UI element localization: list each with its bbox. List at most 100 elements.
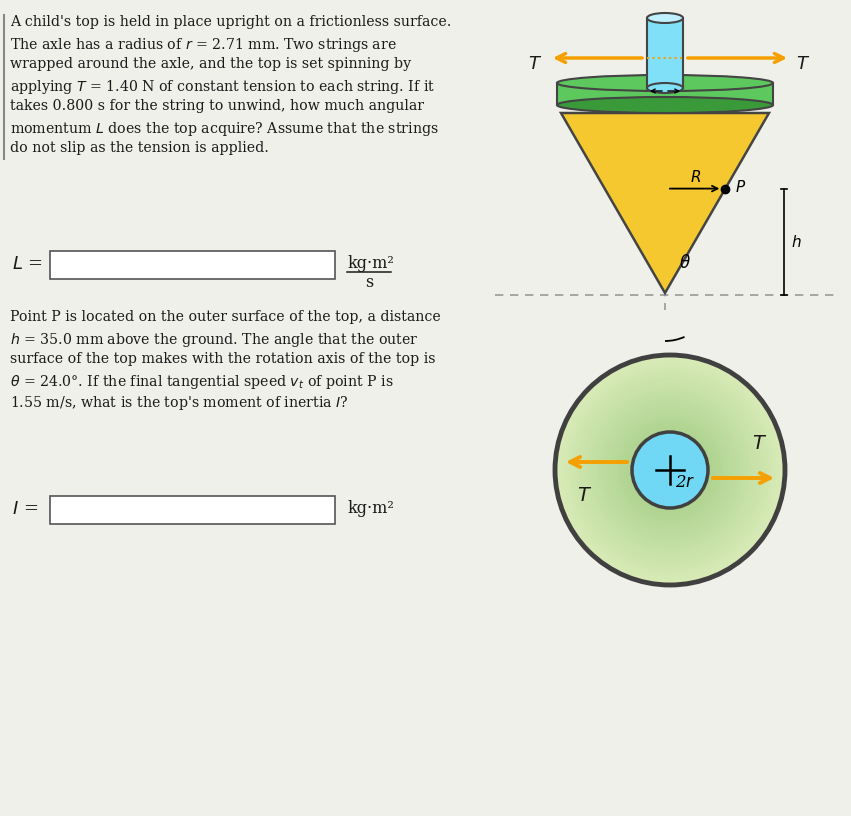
Circle shape	[591, 391, 749, 549]
Circle shape	[623, 423, 717, 517]
Circle shape	[586, 387, 753, 553]
Circle shape	[632, 432, 707, 508]
Circle shape	[667, 467, 673, 473]
Circle shape	[603, 403, 737, 537]
Circle shape	[594, 394, 745, 546]
Circle shape	[629, 428, 711, 512]
Text: wrapped around the axle, and the top is set spinning by: wrapped around the axle, and the top is …	[10, 57, 411, 71]
Circle shape	[574, 374, 766, 566]
Circle shape	[606, 406, 734, 534]
Text: 2$r$: 2$r$	[675, 474, 695, 491]
Circle shape	[621, 421, 719, 519]
Circle shape	[554, 354, 786, 586]
Bar	[50, 496, 335, 524]
Text: $T$: $T$	[528, 55, 542, 73]
Circle shape	[600, 400, 740, 540]
Text: The axle has a radius of $r$ = 2.71 mm. Two strings are: The axle has a radius of $r$ = 2.71 mm. …	[10, 36, 397, 54]
Text: kg·m²: kg·m²	[347, 255, 394, 272]
Circle shape	[588, 388, 751, 552]
Bar	[50, 251, 335, 279]
Ellipse shape	[647, 83, 683, 93]
Text: $h$: $h$	[791, 234, 802, 250]
Text: applying $T$ = 1.40 N of constant tension to each string. If it: applying $T$ = 1.40 N of constant tensio…	[10, 78, 436, 96]
Circle shape	[661, 461, 678, 479]
Circle shape	[654, 455, 686, 486]
Circle shape	[663, 463, 677, 477]
Text: $h$ = 35.0 mm above the ground. The angle that the outer: $h$ = 35.0 mm above the ground. The angl…	[10, 331, 419, 349]
Circle shape	[624, 424, 716, 516]
Circle shape	[563, 364, 776, 576]
Text: A child's top is held in place upright on a frictionless surface.: A child's top is held in place upright o…	[10, 15, 451, 29]
Circle shape	[583, 383, 757, 557]
Circle shape	[634, 434, 705, 506]
Circle shape	[615, 415, 724, 525]
Circle shape	[637, 437, 703, 503]
Circle shape	[585, 385, 755, 555]
Text: momentum $L$ does the top acquire? Assume that the strings: momentum $L$ does the top acquire? Assum…	[10, 120, 439, 138]
Text: surface of the top makes with the rotation axis of the top is: surface of the top makes with the rotati…	[10, 352, 436, 366]
Circle shape	[560, 360, 780, 580]
Circle shape	[611, 411, 728, 529]
Circle shape	[657, 457, 683, 482]
Circle shape	[630, 430, 711, 510]
Circle shape	[584, 384, 757, 557]
Text: $T$: $T$	[752, 435, 768, 453]
Circle shape	[601, 401, 739, 539]
Circle shape	[577, 377, 763, 563]
Circle shape	[627, 427, 713, 513]
Circle shape	[665, 464, 676, 476]
Circle shape	[572, 372, 768, 568]
Circle shape	[648, 449, 691, 491]
Text: 2$r$: 2$r$	[656, 103, 674, 118]
Circle shape	[644, 444, 696, 496]
Text: $T$: $T$	[796, 55, 810, 73]
Circle shape	[578, 378, 762, 562]
Circle shape	[558, 358, 782, 582]
Circle shape	[607, 406, 734, 533]
Text: kg·m²: kg·m²	[347, 500, 394, 517]
Text: $L$ =: $L$ =	[12, 255, 43, 273]
Circle shape	[625, 426, 714, 514]
Ellipse shape	[557, 75, 773, 91]
Circle shape	[660, 460, 680, 480]
Bar	[647, 18, 683, 88]
Text: 1.55 m/s, what is the top's moment of inertia $I$?: 1.55 m/s, what is the top's moment of in…	[10, 394, 349, 412]
Circle shape	[569, 370, 771, 570]
Circle shape	[597, 397, 743, 543]
Circle shape	[646, 446, 694, 494]
Circle shape	[565, 366, 774, 574]
Circle shape	[568, 368, 772, 572]
Circle shape	[567, 366, 774, 574]
Text: $T$: $T$	[578, 487, 592, 505]
Circle shape	[592, 392, 748, 548]
Circle shape	[659, 459, 682, 481]
Circle shape	[608, 409, 732, 531]
Text: s: s	[365, 274, 373, 291]
Circle shape	[604, 404, 736, 536]
Circle shape	[598, 398, 742, 542]
Circle shape	[632, 432, 708, 508]
Circle shape	[636, 436, 705, 504]
Circle shape	[642, 441, 699, 499]
Circle shape	[561, 361, 780, 579]
Circle shape	[617, 417, 722, 523]
Circle shape	[653, 453, 688, 487]
Text: takes 0.800 s for the string to unwind, how much angular: takes 0.800 s for the string to unwind, …	[10, 99, 424, 113]
Text: $R$: $R$	[689, 169, 700, 184]
Circle shape	[650, 450, 690, 490]
Circle shape	[580, 379, 760, 561]
Circle shape	[581, 381, 759, 559]
Text: Point P is located on the outer surface of the top, a distance: Point P is located on the outer surface …	[10, 310, 441, 324]
Text: $P$: $P$	[735, 179, 746, 194]
Circle shape	[571, 371, 769, 569]
Text: do not slip as the tension is applied.: do not slip as the tension is applied.	[10, 141, 269, 155]
Circle shape	[557, 357, 783, 583]
Bar	[557, 83, 773, 105]
Circle shape	[609, 410, 730, 530]
Circle shape	[614, 415, 726, 526]
Circle shape	[613, 413, 728, 527]
Circle shape	[643, 443, 697, 497]
Circle shape	[640, 440, 700, 500]
Text: $\theta$ = 24.0°. If the final tangential speed $v_t$ of point P is: $\theta$ = 24.0°. If the final tangentia…	[10, 373, 394, 391]
Circle shape	[618, 419, 722, 521]
